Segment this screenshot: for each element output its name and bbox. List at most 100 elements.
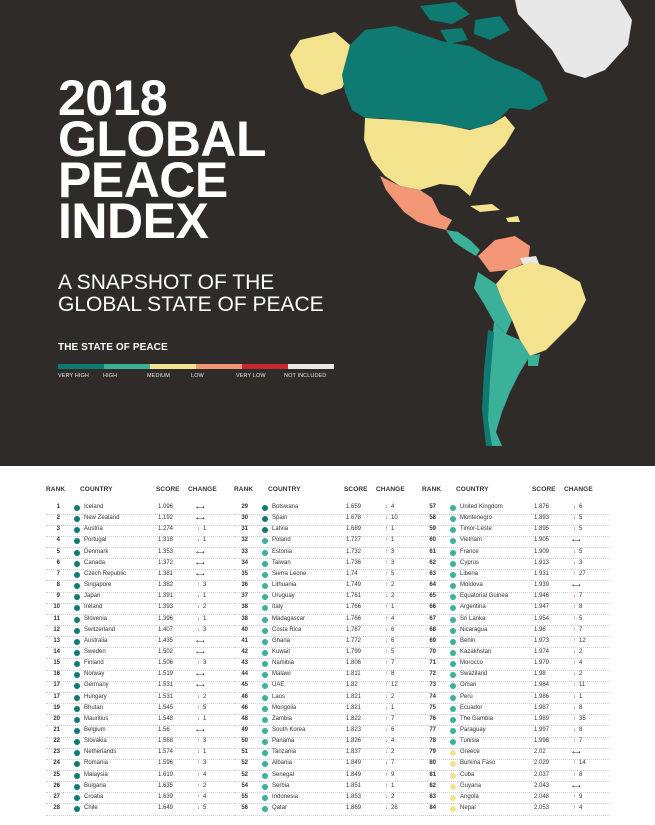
score-cell: 1.895 bbox=[534, 526, 550, 533]
rank-cell: 82 bbox=[429, 782, 436, 789]
change-cell: 5 bbox=[391, 570, 395, 577]
change-cell: 12 bbox=[391, 682, 398, 689]
score-cell: 1.391 bbox=[158, 593, 174, 600]
rank-cell: 65 bbox=[429, 593, 436, 600]
rank-cell: 26 bbox=[53, 782, 60, 789]
score-cell: 1.635 bbox=[158, 782, 174, 789]
table-row: 9 Japan 1.391 ↓ 1 bbox=[46, 592, 246, 604]
row-divider bbox=[234, 591, 422, 593]
country-cell: Slovenia bbox=[84, 615, 108, 622]
arrow-up-icon: ↑ bbox=[197, 771, 200, 778]
table-row: 40 Costa Rica 1.767 ↓ 6 bbox=[234, 626, 434, 638]
peace-level-dot bbox=[74, 750, 80, 757]
arrow-down-icon: ↓ bbox=[197, 749, 200, 756]
change-cell: 2 bbox=[203, 604, 207, 611]
rank-cell: 60 bbox=[429, 537, 436, 544]
change-cell: 1 bbox=[391, 782, 395, 789]
score-cell: 1.853 bbox=[346, 793, 362, 800]
row-divider bbox=[234, 602, 422, 604]
legend-title: THE STATE OF PEACE bbox=[58, 342, 168, 353]
score-cell: 1.989 bbox=[534, 715, 550, 722]
table-row: 52 Senegal 1.849 ↑ 9 bbox=[234, 771, 434, 783]
table-row: 26 Bulgaria 1.635 ↑ 2 bbox=[46, 782, 246, 794]
row-divider bbox=[46, 758, 234, 760]
row-divider bbox=[46, 602, 234, 604]
change-cell: 5 bbox=[579, 615, 583, 622]
country-cell: Iceland bbox=[84, 504, 104, 510]
table-row: 38 Madagascar 1.766 ↑ 4 bbox=[234, 615, 434, 626]
peace-level-dot bbox=[74, 683, 80, 690]
table-row: 46 Mongolia 1.821 ↓ 1 bbox=[234, 704, 434, 716]
column-header-score: SCORE bbox=[532, 486, 556, 493]
map-region-mexico bbox=[380, 176, 452, 230]
change-cell: 5 bbox=[579, 548, 583, 555]
change-cell: 7 bbox=[391, 715, 395, 722]
change-cell: 2 bbox=[203, 782, 207, 789]
change-cell: 6 bbox=[579, 504, 583, 510]
no-change-icon: ⟷ bbox=[196, 649, 205, 656]
rank-cell: 59 bbox=[429, 526, 436, 533]
rank-cell: 51 bbox=[241, 749, 248, 756]
rank-cell: 15 bbox=[53, 660, 60, 667]
no-change-icon: ⟷ bbox=[196, 672, 205, 679]
arrow-down-icon: ↓ bbox=[573, 593, 576, 600]
arrow-up-icon: ↑ bbox=[197, 660, 200, 667]
legend-label: HIGH bbox=[103, 373, 118, 379]
rank-cell: 69 bbox=[429, 637, 436, 644]
score-cell: 2.037 bbox=[534, 771, 550, 778]
row-divider bbox=[234, 703, 422, 705]
column-header-country: COUNTRY bbox=[268, 486, 301, 493]
peace-level-dot bbox=[262, 728, 268, 734]
table-row: 3 Austria 1.274 ↓ 1 bbox=[46, 525, 246, 537]
row-divider bbox=[234, 647, 422, 649]
table-row: 6 Canada 1.372 ⟷ bbox=[46, 559, 246, 571]
score-cell: 1.974 bbox=[534, 648, 550, 655]
peace-level-dot bbox=[450, 627, 456, 634]
country-cell: Peru bbox=[460, 693, 473, 700]
arrow-down-icon: ↓ bbox=[197, 693, 200, 700]
score-cell: 1.946 bbox=[534, 593, 550, 600]
country-cell: Croatia bbox=[84, 793, 104, 800]
score-cell: 1.822 bbox=[346, 715, 362, 722]
arrow-up-icon: ↑ bbox=[385, 715, 388, 722]
no-change-icon: ⟷ bbox=[196, 505, 205, 511]
table-row: 49 South Korea 1.823 ↓ 6 bbox=[234, 726, 434, 738]
country-cell: Senegal bbox=[272, 771, 295, 778]
table-row: 84 Nepal 2.053 ↑ 4 bbox=[422, 804, 622, 816]
change-cell: 4 bbox=[391, 738, 395, 745]
arrow-down-icon: ↓ bbox=[573, 671, 576, 678]
row-divider bbox=[234, 580, 422, 582]
rank-cell: 73 bbox=[429, 682, 436, 689]
country-cell: Ireland bbox=[84, 604, 103, 611]
row-divider bbox=[422, 814, 610, 816]
peace-level-dot bbox=[262, 638, 268, 645]
rank-cell: 19 bbox=[53, 704, 60, 711]
no-change-icon: ⟷ bbox=[196, 571, 205, 578]
peace-level-dot bbox=[262, 594, 268, 601]
column-header-score: SCORE bbox=[156, 486, 180, 493]
rank-cell: 46 bbox=[241, 693, 248, 700]
peace-level-dot bbox=[262, 571, 268, 578]
peace-level-dot bbox=[450, 605, 456, 612]
country-cell: Botswana bbox=[272, 504, 299, 510]
score-cell: 1.435 bbox=[158, 637, 174, 644]
score-cell: 1.869 bbox=[346, 805, 362, 812]
change-cell: 2 bbox=[203, 693, 207, 700]
table-row: 72 Swaziland 1.98 ↓ 2 bbox=[422, 670, 622, 682]
map-region-arctic-islands bbox=[420, 2, 510, 44]
peace-level-dot bbox=[262, 794, 268, 801]
row-divider bbox=[46, 636, 234, 638]
change-cell: 1 bbox=[203, 749, 207, 756]
score-cell: 1.596 bbox=[158, 760, 174, 767]
score-cell: 1.821 bbox=[346, 704, 362, 711]
arrow-up-icon: ↑ bbox=[385, 615, 388, 622]
table-column-group: RANK COUNTRY SCORE CHANGE 1 Iceland 1.096 ⟷ 2 New… bbox=[46, 486, 236, 821]
rank-cell: 71 bbox=[429, 660, 436, 667]
change-cell: 2 bbox=[391, 693, 395, 700]
score-cell: 1.372 bbox=[158, 559, 174, 566]
table-row: 19 Bhutan 1.545 ↑ 5 bbox=[46, 704, 246, 716]
arrow-up-icon: ↑ bbox=[197, 782, 200, 789]
row-divider bbox=[422, 736, 610, 738]
score-cell: 1.407 bbox=[158, 626, 174, 633]
rank-cell: 57 bbox=[429, 504, 436, 510]
